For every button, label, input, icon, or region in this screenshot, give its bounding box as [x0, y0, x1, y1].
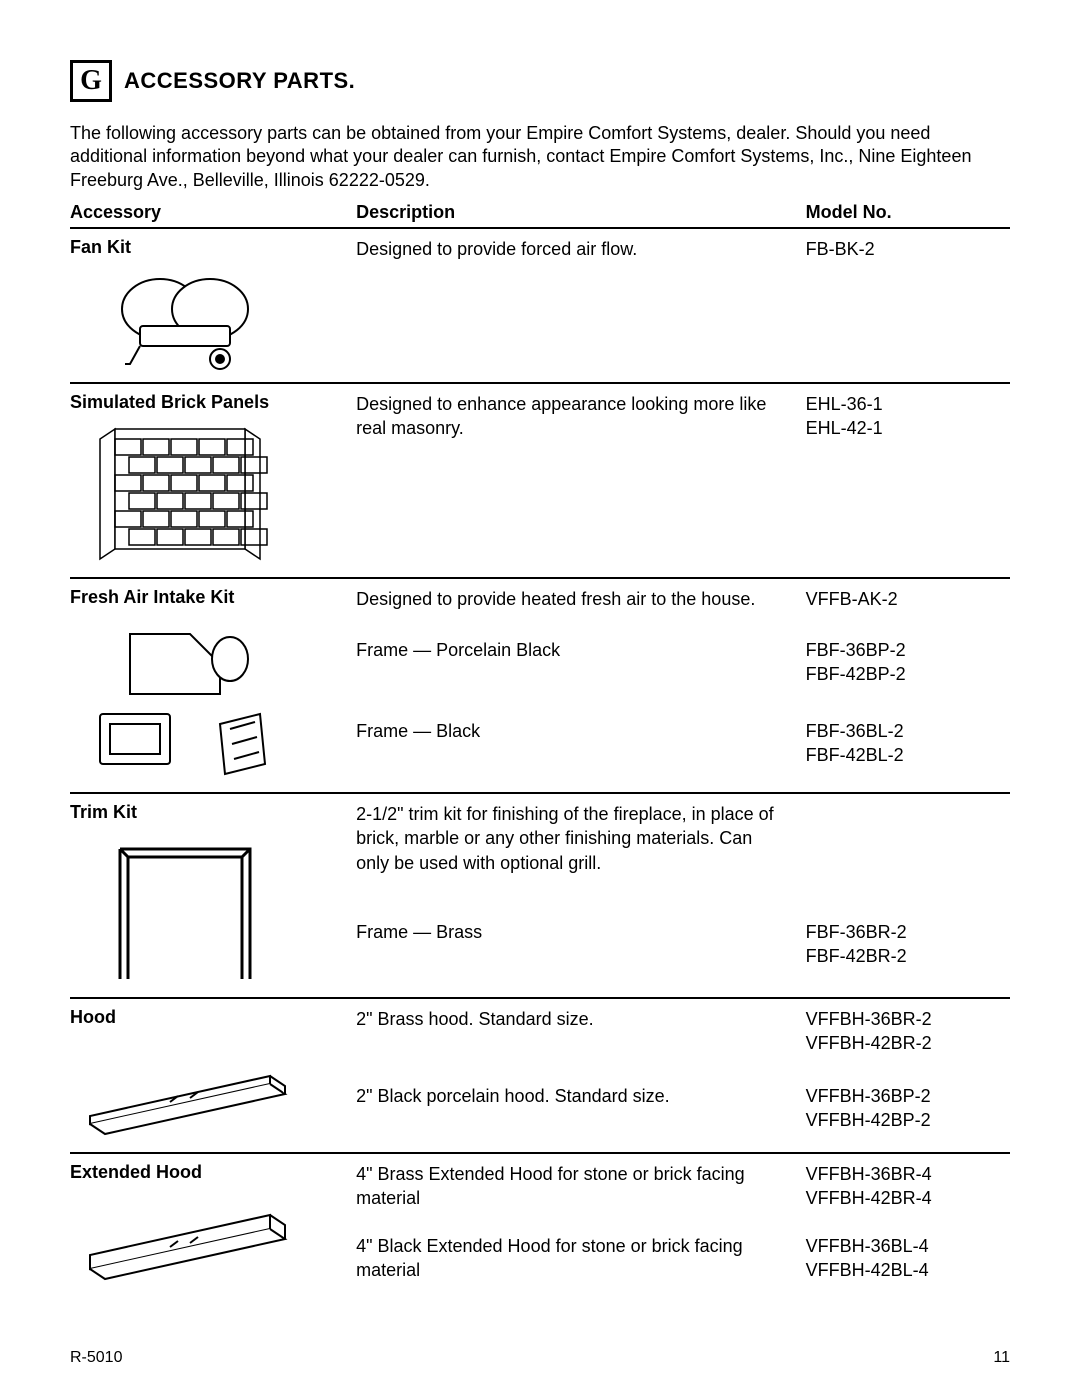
- accessory-cell: Fresh Air Intake Kit: [70, 578, 356, 793]
- accessory-cell: Fan Kit: [70, 228, 356, 383]
- model-cell: VFFBH-36BR-2VFFBH-42BR-2: [806, 998, 1010, 1076]
- model-cell: VFFBH-36BL-4VFFBH-42BL-4: [806, 1226, 1010, 1297]
- table-row: Hood 2" Brass hood. Standard size.VFFBH-…: [70, 998, 1010, 1076]
- model-cell: VFFBH-36BP-2VFFBH-42BP-2: [806, 1076, 1010, 1154]
- model-number: VFFBH-36BP-2: [806, 1084, 1000, 1108]
- model-number: VFFBH-42BR-4: [806, 1186, 1000, 1210]
- section-header: G ACCESSORY PARTS.: [70, 60, 1010, 102]
- description-cell: 2" Black porcelain hood. Standard size.: [356, 1076, 806, 1154]
- model-cell: FBF-36BL-2FBF-42BL-2: [806, 711, 1010, 793]
- model-cell: FB-BK-2: [806, 228, 1010, 383]
- description-cell: 2" Brass hood. Standard size.: [356, 998, 806, 1076]
- table-row: Extended Hood 4" Brass Extended Hood for…: [70, 1153, 1010, 1226]
- section-title: ACCESSORY PARTS.: [124, 68, 355, 94]
- accessory-table: Accessory Description Model No. Fan Kit …: [70, 198, 1010, 1297]
- accessory-cell: Extended Hood: [70, 1153, 356, 1297]
- accessory-label: Simulated Brick Panels: [70, 392, 346, 413]
- description-cell: Frame — Brass: [356, 912, 806, 998]
- section-letter-box: G: [70, 60, 112, 102]
- model-cell: EHL-36-1EHL-42-1: [806, 383, 1010, 578]
- Fan Kit-illustration-svg: [70, 264, 290, 374]
- accessory-label: Fan Kit: [70, 237, 346, 258]
- intro-paragraph: The following accessory parts can be obt…: [70, 122, 1010, 192]
- accessory-label: Hood: [70, 1007, 346, 1028]
- description-cell: Designed to enhance appearance looking m…: [356, 383, 806, 578]
- model-cell: VFFB-AK-2: [806, 578, 1010, 630]
- model-number: VFFBH-36BR-2: [806, 1007, 1000, 1031]
- section-letter: G: [80, 65, 102, 97]
- description-cell: 4" Brass Extended Hood for stone or bric…: [356, 1153, 806, 1226]
- col-header-accessory: Accessory: [70, 198, 356, 228]
- table-row: Fan Kit Designed to provide forced air f…: [70, 228, 1010, 383]
- model-number: VFFBH-36BR-4: [806, 1162, 1000, 1186]
- model-number: FB-BK-2: [806, 237, 1000, 261]
- description-cell: 4" Black Extended Hood for stone or bric…: [356, 1226, 806, 1297]
- model-number: EHL-36-1: [806, 392, 1000, 416]
- table-row: Fresh Air Intake Kit Designed to provide…: [70, 578, 1010, 630]
- description-cell: Designed to provide forced air flow.: [356, 228, 806, 383]
- description-cell: Frame — Black: [356, 711, 806, 793]
- model-number: VFFBH-42BL-4: [806, 1258, 1000, 1282]
- accessory-illustration: [70, 614, 290, 784]
- accessory-illustration: [70, 829, 290, 989]
- accessory-label: Extended Hood: [70, 1162, 346, 1183]
- Simulated Brick Panels-illustration-svg: [70, 419, 290, 569]
- Hood-illustration-svg: [70, 1034, 290, 1144]
- model-number: VFFBH-42BR-2: [806, 1031, 1000, 1055]
- model-number: FBF-42BR-2: [806, 944, 1000, 968]
- model-number: VFFBH-42BP-2: [806, 1108, 1000, 1132]
- accessory-illustration: [70, 419, 290, 569]
- accessory-label: Fresh Air Intake Kit: [70, 587, 346, 608]
- model-number: FBF-36BR-2: [806, 920, 1000, 944]
- model-number: VFFBH-36BL-4: [806, 1234, 1000, 1258]
- description-cell: Frame — Porcelain Black: [356, 630, 806, 711]
- model-number: VFFB-AK-2: [806, 587, 1000, 611]
- accessory-cell: Simulated Brick Panels: [70, 383, 356, 578]
- model-cell: [806, 793, 1010, 912]
- accessory-illustration: [70, 264, 290, 374]
- accessory-cell: Hood: [70, 998, 356, 1153]
- Extended Hood-illustration-svg: [70, 1189, 290, 1289]
- Trim Kit-illustration-svg: [70, 829, 290, 989]
- model-cell: VFFBH-36BR-4VFFBH-42BR-4: [806, 1153, 1010, 1226]
- accessory-illustration: [70, 1189, 290, 1289]
- accessory-illustration: [70, 1034, 290, 1144]
- footer-right: 11: [993, 1349, 1010, 1367]
- table-row: Trim Kit 2-1/2" trim kit for finishing o…: [70, 793, 1010, 912]
- model-number: FBF-36BP-2: [806, 638, 1000, 662]
- model-number: FBF-42BP-2: [806, 662, 1000, 686]
- description-cell: 2-1/2" trim kit for finishing of the fir…: [356, 793, 806, 912]
- table-row: Simulated Brick Panels Designed to enhan…: [70, 383, 1010, 578]
- Fresh Air Intake Kit-illustration-svg: [70, 614, 290, 784]
- page-footer: R-5010 11: [70, 1349, 1010, 1367]
- model-cell: FBF-36BR-2FBF-42BR-2: [806, 912, 1010, 998]
- accessory-cell: Trim Kit: [70, 793, 356, 998]
- description-cell: Designed to provide heated fresh air to …: [356, 578, 806, 630]
- col-header-description: Description: [356, 198, 806, 228]
- footer-left: R-5010: [70, 1349, 122, 1367]
- model-number: EHL-42-1: [806, 416, 1000, 440]
- model-cell: FBF-36BP-2FBF-42BP-2: [806, 630, 1010, 711]
- model-number: FBF-42BL-2: [806, 743, 1000, 767]
- accessory-label: Trim Kit: [70, 802, 346, 823]
- model-number: FBF-36BL-2: [806, 719, 1000, 743]
- col-header-model: Model No.: [806, 198, 1010, 228]
